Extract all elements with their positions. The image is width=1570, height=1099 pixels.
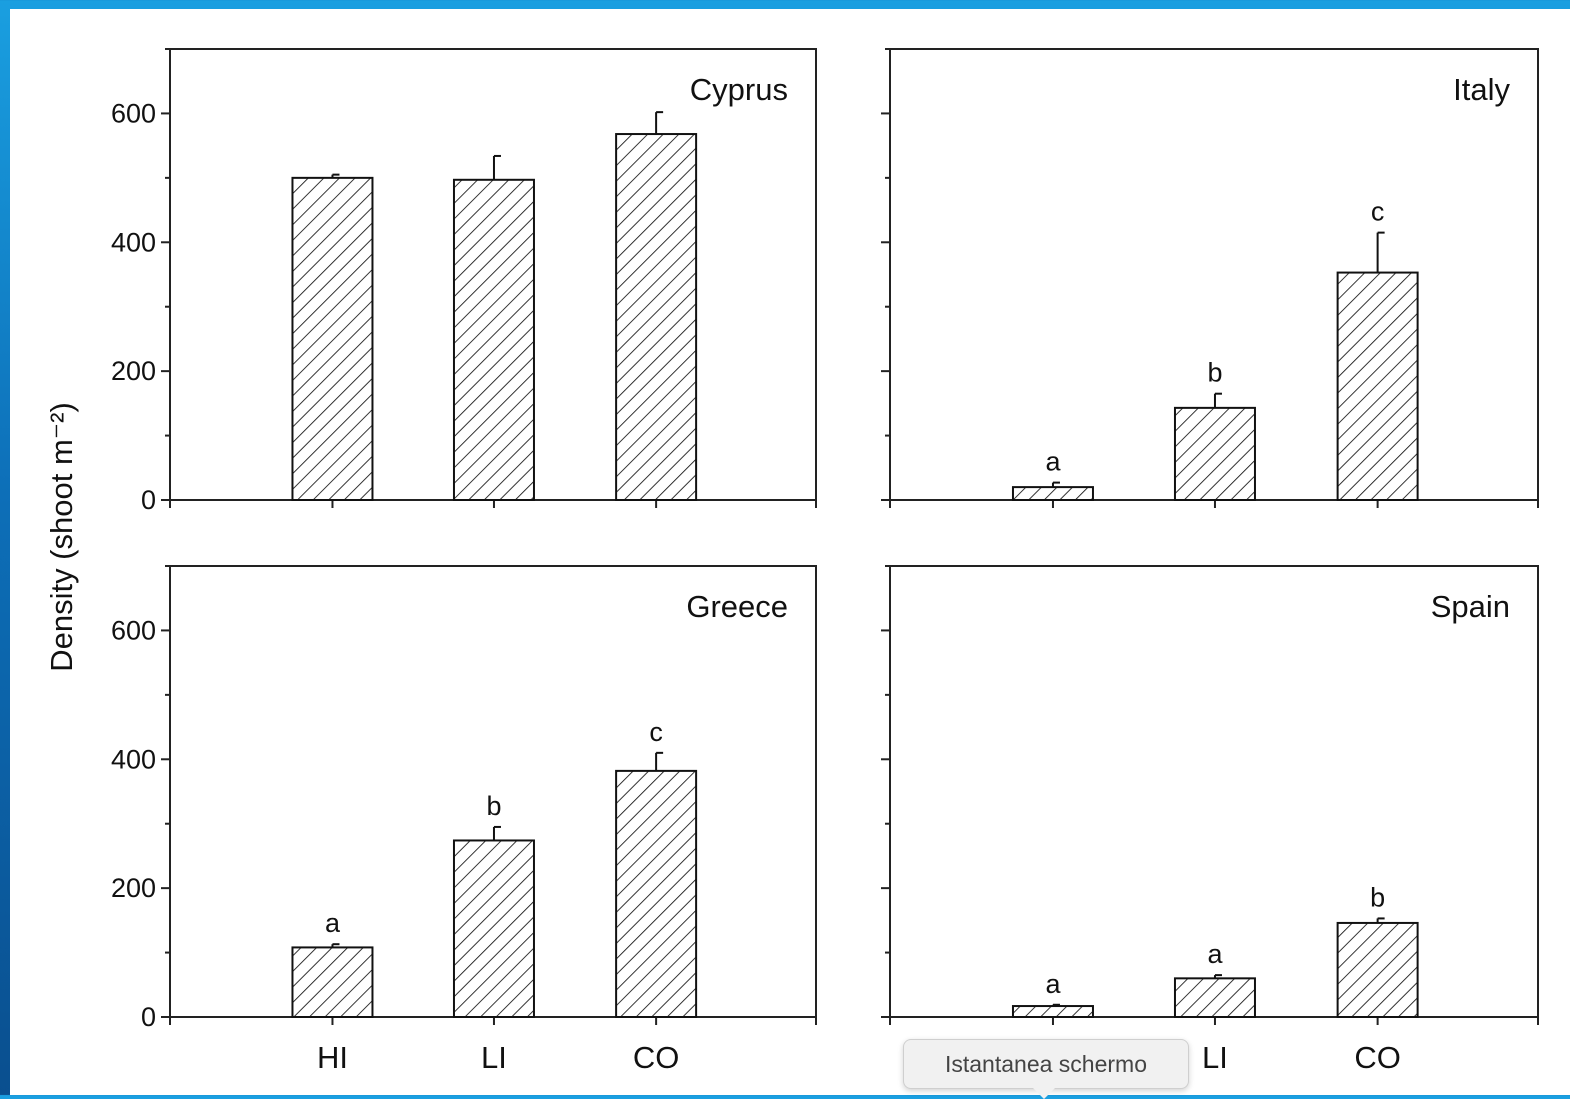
x-category-label: CO [1354, 1040, 1401, 1075]
tooltip-arrow [1032, 1087, 1056, 1099]
bar-hi [1011, 1005, 1094, 1018]
significance-letter: a [1045, 969, 1061, 999]
significance-letter: a [325, 908, 341, 938]
panel-greece: 0 200 400 600 a b c Greece HI LI CO [111, 565, 817, 1075]
y-tick-label: 200 [111, 873, 156, 903]
bar-li [1173, 406, 1256, 502]
bar-li [452, 839, 535, 1018]
bar-li [452, 178, 535, 501]
panel-title: Greece [686, 589, 788, 624]
x-category-label: LI [1202, 1040, 1228, 1075]
x-category-label: HI [317, 1040, 348, 1075]
y-tick-label: 400 [111, 227, 156, 257]
panel-spain: a a b Spain LI CO [881, 565, 1539, 1075]
panel-italy: a b c Italy [881, 48, 1539, 508]
bar-chart-figure: Density (shoot m⁻²) 0 200 400 600 Cyprus a b c I… [44, 48, 1539, 1075]
chart-panels: 0 200 400 600 Cyprus a b c Italy 0 200 400 600 a b c Gre… [111, 48, 1539, 1075]
y-tick-label: 200 [111, 356, 156, 386]
bar-li [1173, 977, 1256, 1018]
y-tick-label: 600 [111, 98, 156, 128]
significance-letter: b [486, 791, 501, 821]
panel-cyprus: 0 200 400 600 Cyprus [111, 48, 817, 515]
bar-hi [291, 176, 374, 501]
y-tick-label: 400 [111, 744, 156, 774]
significance-letter: b [1370, 882, 1385, 912]
y-tick-label: 0 [141, 485, 156, 515]
panel-title: Spain [1431, 589, 1510, 624]
panel-title: Cyprus [690, 72, 788, 107]
panel-title: Italy [1453, 72, 1510, 107]
significance-letter: b [1207, 358, 1222, 388]
screenshot-tooltip: Istantanea schermo [903, 1039, 1189, 1089]
bar-co [615, 769, 698, 1019]
significance-letter: c [649, 717, 663, 747]
significance-letter: a [1207, 939, 1223, 969]
x-category-label: LI [481, 1040, 507, 1075]
y-axis-label: Density (shoot m⁻²) [44, 402, 79, 672]
y-tick-label: 0 [141, 1002, 156, 1032]
figure-frame: Density (shoot m⁻²) 0 200 400 600 Cyprus a b c I… [10, 9, 1570, 1099]
y-tick-label: 600 [111, 615, 156, 645]
bar-hi [1011, 486, 1094, 502]
significance-letter: c [1371, 197, 1385, 227]
bar-co [615, 133, 698, 501]
bar-co [1336, 271, 1419, 501]
significance-letter: a [1045, 447, 1061, 477]
tooltip-text: Istantanea schermo [944, 1050, 1147, 1077]
bar-hi [291, 946, 374, 1018]
x-category-label: CO [633, 1040, 680, 1075]
bar-co [1336, 921, 1419, 1018]
